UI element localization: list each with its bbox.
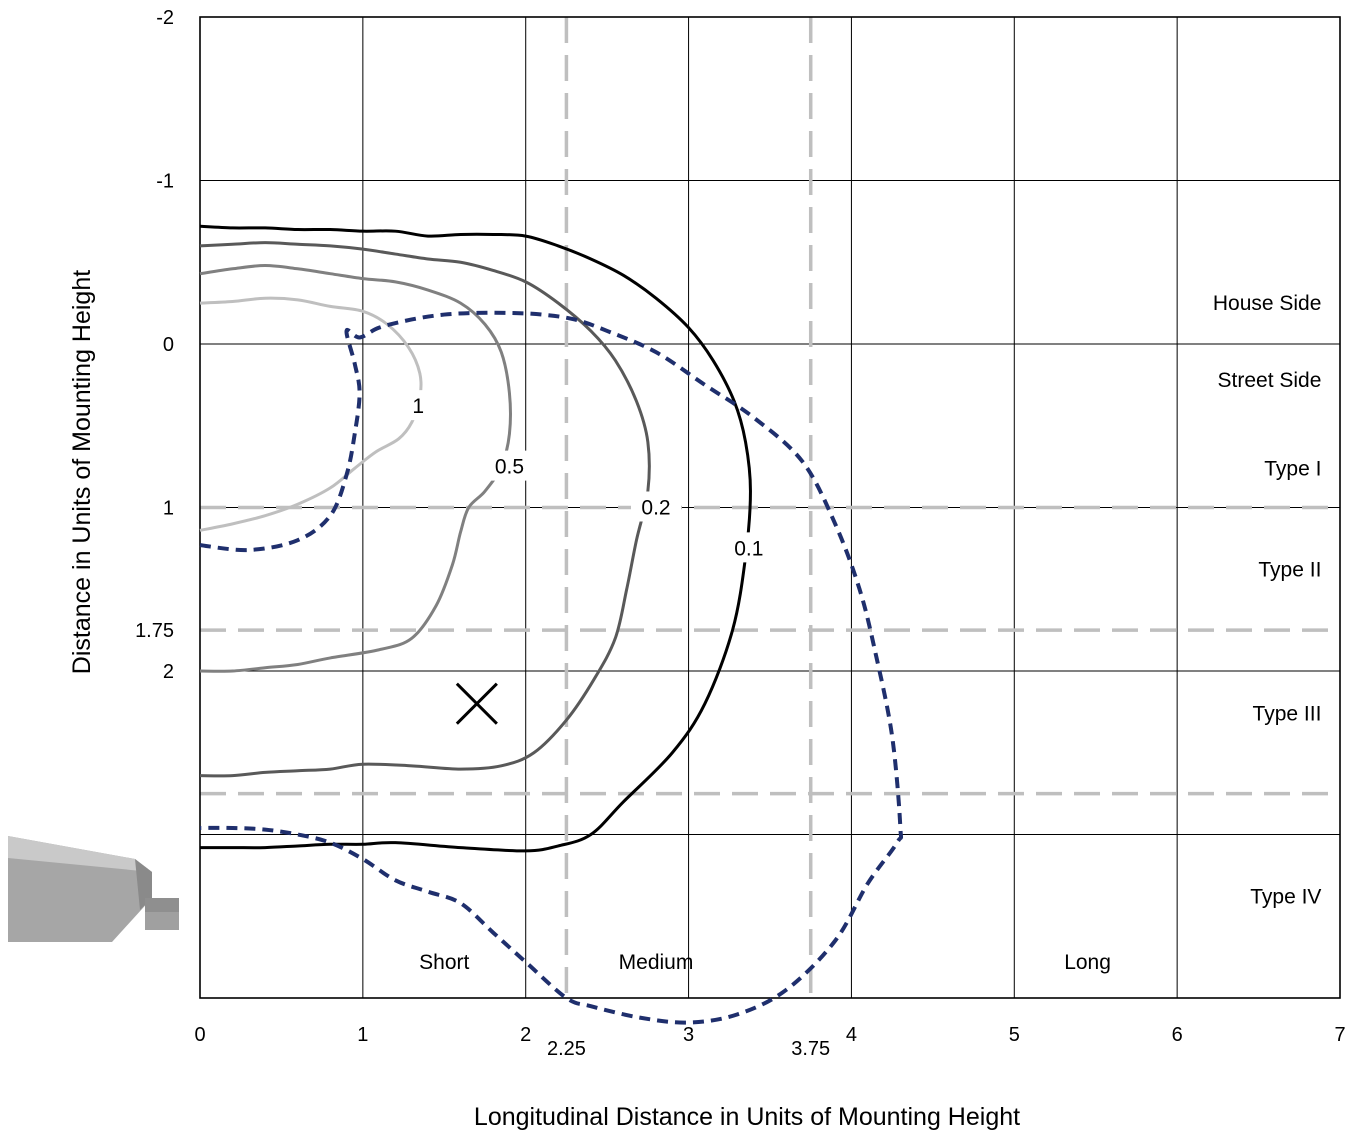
x-tick-label: 2 [520, 1024, 531, 1046]
x-axis-title: Longitudinal Distance in Units of Mounti… [474, 1103, 1020, 1131]
x-tick-label: 6 [1172, 1024, 1183, 1046]
marker-x [455, 682, 498, 725]
zone-label: Street Side [1218, 369, 1322, 392]
y-tick-label: 0 [163, 334, 174, 356]
y-tick-labels: -2 -1 0 1 1.75 2 [135, 7, 174, 683]
zone-label: Medium [619, 951, 694, 974]
x-tick-label: 0 [194, 1024, 205, 1046]
zone-label: Type I [1264, 457, 1321, 480]
zone-labels: House Side Street Side Type I Type II Type I… [419, 292, 1321, 974]
zone-label: Type II [1258, 559, 1321, 582]
luminaire-position-marker [455, 682, 498, 725]
contour-label: 1 [412, 395, 424, 418]
contour-label-background [484, 450, 535, 481]
x-tick-label: 7 [1334, 1024, 1345, 1046]
isofootcandle-line [199, 224, 752, 853]
plot-border [199, 16, 1341, 999]
x-tick-labels: 0 1 2 3 4 5 6 7 2.25 3.75 [194, 1024, 1345, 1060]
reference-x-label: 2.25 [547, 1038, 586, 1060]
contour-label-background [631, 491, 681, 522]
contour-label-background [723, 532, 774, 563]
zone-label: Type IV [1250, 886, 1321, 909]
reference-x-label: 3.75 [791, 1038, 830, 1060]
y-tick-label: 1.75 [135, 620, 174, 642]
contour-label: 0.2 [641, 497, 670, 520]
y-tick-label: 2 [163, 661, 174, 683]
contour-label: 0.5 [495, 456, 524, 479]
plot-area: House Side Street Side Type I Type II Type I… [199, 16, 1341, 1025]
zone-label: House Side [1213, 292, 1322, 315]
reference-lines [200, 17, 1340, 998]
x-tick-label: 1 [357, 1024, 368, 1046]
max-candela-dashed-line [199, 310, 904, 1025]
x-tick-label: 5 [1009, 1024, 1020, 1046]
y-tick-label: -1 [156, 171, 174, 193]
y-tick-label: -2 [156, 7, 174, 29]
contour-label: 0.1 [734, 537, 763, 560]
luminaire-icon [8, 836, 179, 942]
isofootcandle-line [199, 241, 651, 778]
zone-label: Type III [1253, 703, 1322, 726]
y-axis-title: Distance in Units of Mounting Height [68, 270, 96, 674]
contour-label-background [405, 390, 432, 421]
x-tick-label: 3 [683, 1024, 694, 1046]
x-tick-label: 4 [846, 1024, 857, 1046]
zone-label: Short [419, 951, 469, 974]
y-tick-label: 1 [163, 498, 174, 520]
contour-series: 1 0.5 0.2 0.1 [199, 224, 904, 1025]
zone-label: Long [1064, 951, 1111, 974]
